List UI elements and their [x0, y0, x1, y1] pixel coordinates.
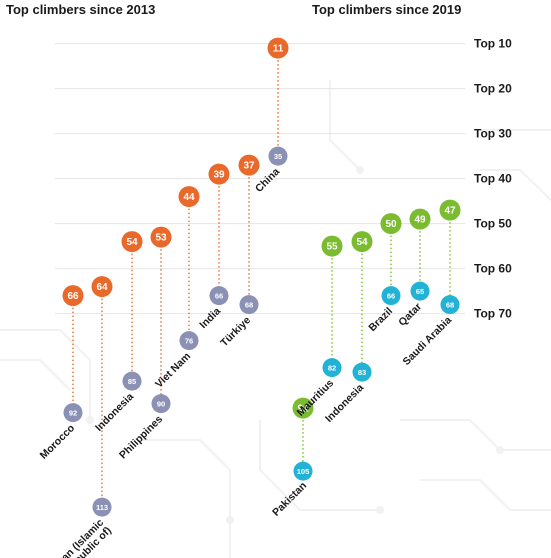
from-rank-circle — [381, 286, 401, 306]
background-circuit-pattern — [0, 80, 551, 558]
from-rank-label: 68 — [245, 300, 253, 309]
climber-0-0: 92 66 Morocco — [38, 285, 84, 462]
from-rank-circle — [440, 295, 460, 315]
to-rank-label: 53 — [155, 233, 167, 244]
climber-0-4: 76 44 Viet Nam — [153, 186, 200, 390]
country-label: India — [197, 305, 223, 331]
to-rank-label: 49 — [414, 215, 426, 226]
rank-tick-labels: Top 10 Top 20 Top 30 Top 40 Top 50 Top 60 Top … — [474, 37, 512, 321]
to-rank-circle — [409, 208, 431, 230]
from-rank-circle — [239, 295, 259, 315]
from-rank-label: 65 — [416, 287, 424, 296]
to-rank-circle — [380, 213, 402, 235]
climber-0-2: 85 54 Indonesia — [93, 231, 143, 434]
chart-title-2013: Top climbers since 2013 — [6, 2, 155, 17]
from-rank-label: 68 — [446, 300, 454, 309]
to-rank-label: 64 — [96, 282, 108, 293]
to-rank-circle — [439, 199, 461, 221]
country-label: Türkiye — [218, 314, 253, 349]
to-rank-circle — [208, 163, 230, 185]
rank-tick-label: Top 70 — [474, 307, 512, 321]
rank-tick-label: Top 60 — [474, 262, 512, 276]
to-rank-label: 39 — [213, 170, 225, 181]
from-rank-circle — [293, 461, 313, 481]
to-rank-label: 54 — [356, 237, 368, 248]
country-label: Brazil — [366, 305, 395, 334]
to-rank-circle — [91, 276, 113, 298]
from-rank-label: 92 — [69, 408, 77, 417]
from-rank-label: 90 — [157, 399, 165, 408]
data-marks: 92 66 Morocco 113 64 Iran (IslamicRepublic of… — [38, 37, 461, 558]
rank-tick-label: Top 40 — [474, 172, 512, 186]
rank-tick-label: Top 30 — [474, 127, 512, 141]
country-label: Iran (IslamicRepublic of) — [54, 517, 114, 558]
climber-0-3: 90 53 Philippines — [117, 226, 172, 461]
from-rank-circle — [63, 403, 83, 423]
from-rank-circle — [179, 331, 199, 351]
country-label: Qatar — [396, 301, 424, 329]
to-rank-circle — [238, 154, 260, 176]
from-rank-circle — [92, 497, 112, 517]
to-rank-label: 55 — [326, 242, 338, 253]
from-rank-label: 105 — [297, 467, 310, 476]
from-rank-circle — [268, 146, 288, 166]
climber-0-6: 68 37 Türkiye — [218, 154, 260, 349]
from-rank-label: 76 — [185, 336, 193, 345]
from-rank-circle — [151, 394, 171, 414]
climber-1-3: 66 50 Brazil — [366, 213, 402, 334]
from-rank-circle — [322, 358, 342, 378]
to-rank-circle — [150, 226, 172, 248]
from-rank-circle — [410, 281, 430, 301]
rank-tick-label: Top 20 — [474, 82, 512, 96]
to-rank-circle — [292, 397, 314, 419]
to-rank-label: 37 — [243, 161, 255, 172]
from-rank-label: 35 — [274, 152, 282, 161]
to-rank-circle — [121, 231, 143, 253]
to-rank-label: 11 — [273, 44, 284, 55]
rank-gridlines — [55, 43, 465, 315]
to-rank-circle — [351, 231, 373, 253]
country-label: Philippines — [117, 413, 165, 461]
country-label: Viet Nam — [153, 350, 193, 390]
from-rank-label: 82 — [328, 363, 336, 372]
to-rank-circle — [62, 285, 84, 307]
country-label: Indonesia — [93, 391, 136, 434]
rank-tick-label: Top 50 — [474, 217, 512, 231]
from-rank-label: 83 — [358, 368, 366, 377]
from-rank-circle — [352, 362, 372, 382]
climber-0-5: 66 39 India — [197, 163, 230, 331]
from-rank-label: 113 — [96, 503, 108, 512]
to-rank-circle — [267, 37, 289, 59]
from-rank-label: 66 — [215, 291, 223, 300]
from-rank-label: 85 — [128, 377, 136, 386]
to-rank-circle — [178, 186, 200, 208]
from-rank-circle — [122, 371, 142, 391]
to-rank-label: 44 — [183, 192, 195, 203]
to-rank-label: 47 — [444, 206, 456, 217]
to-rank-circle — [321, 235, 343, 257]
to-rank-label: 54 — [126, 237, 138, 248]
chart-title-2019: Top climbers since 2019 — [312, 2, 461, 17]
to-rank-label: 66 — [67, 291, 79, 302]
to-rank-label: 91 — [297, 404, 309, 415]
from-rank-label: 66 — [387, 291, 395, 300]
rank-tick-label: Top 10 — [474, 37, 512, 51]
to-rank-label: 50 — [385, 219, 397, 230]
country-label: Morocco — [38, 422, 77, 461]
from-rank-circle — [209, 286, 229, 306]
